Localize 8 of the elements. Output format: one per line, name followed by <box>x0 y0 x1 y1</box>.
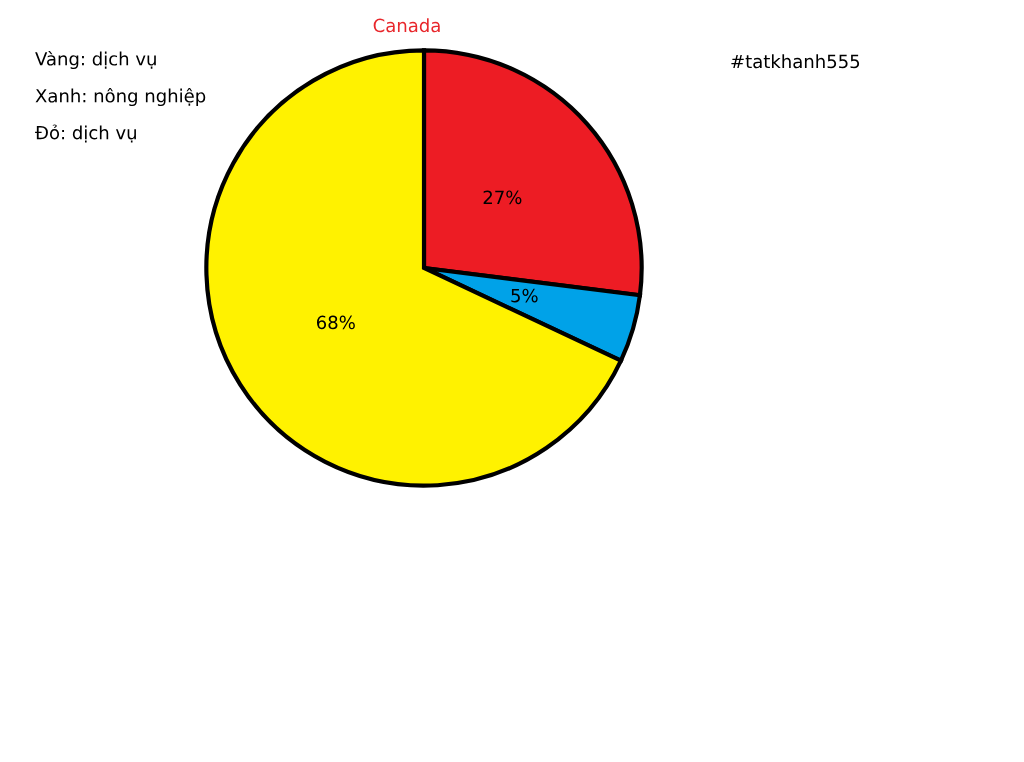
data-label: 27% <box>483 190 522 205</box>
text: Vàng: dịch vụ <box>35 50 156 70</box>
chart-title: Canada <box>373 18 440 33</box>
data-label: 5% <box>511 288 538 303</box>
text: #tatkhanh555 <box>731 54 860 69</box>
text: Xanh: nông nghiệp <box>35 87 206 107</box>
data-label: 68% <box>316 315 355 330</box>
text: Đỏ: dịch vụ <box>35 124 136 143</box>
